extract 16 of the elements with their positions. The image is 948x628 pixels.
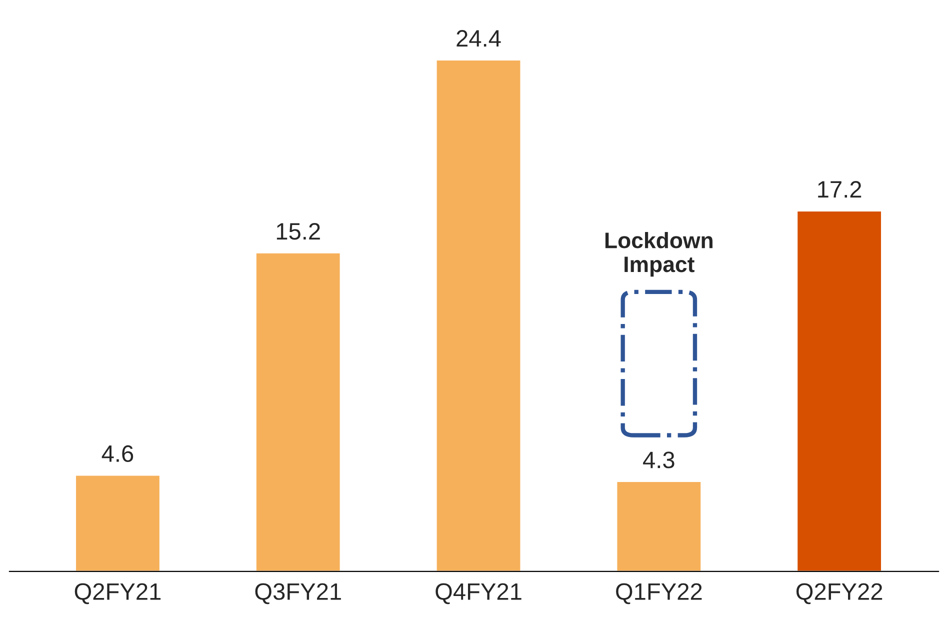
x-tick-label: Q2FY22 — [796, 583, 882, 604]
x-tick-label: Q4FY21 — [436, 583, 522, 604]
x-tick-label: Q2FY21 — [74, 583, 161, 604]
data-label: 4.6 — [102, 445, 134, 462]
data-label: 15.2 — [276, 222, 320, 240]
x-tick-label: Q3FY21 — [255, 583, 341, 604]
data-label: 24.4 — [456, 30, 501, 47]
bar — [616, 480, 702, 572]
x-tick-label: Q1FY22 — [616, 583, 702, 604]
bar — [435, 59, 522, 572]
bar — [255, 252, 342, 572]
annotation: Lockdown Impact — [605, 232, 712, 277]
bar — [796, 210, 882, 572]
data-label: 4.3 — [643, 452, 674, 468]
bar — [74, 474, 161, 572]
data-label: 17.2 — [818, 181, 862, 198]
